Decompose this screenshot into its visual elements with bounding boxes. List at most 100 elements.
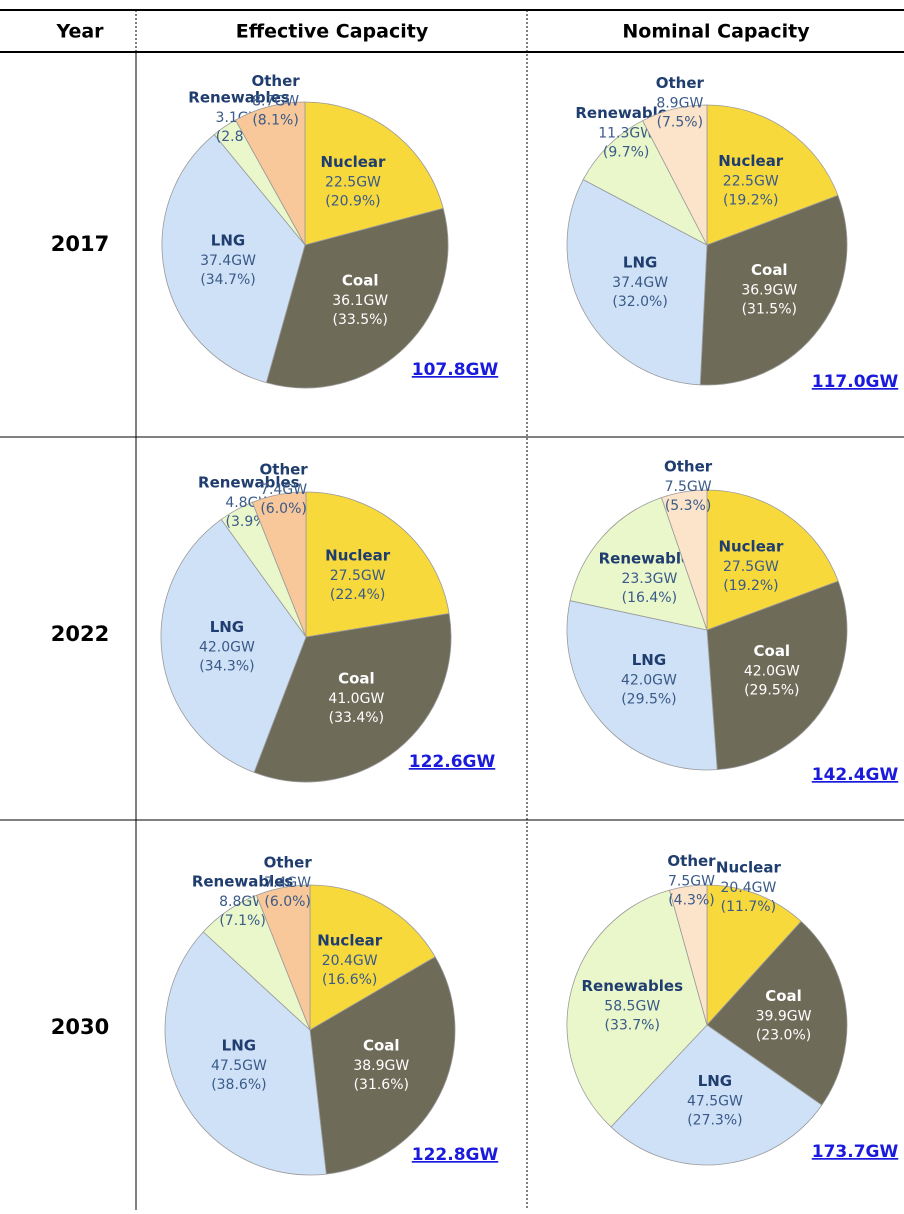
- pie-slice: [309, 956, 456, 1175]
- slice-percent-label: (19.2%): [723, 193, 778, 209]
- slice-percent-label: (33.4%): [329, 710, 384, 726]
- slice-value-label: 38.9GW: [353, 1058, 409, 1074]
- slice-value-label: 7.5GW: [665, 479, 712, 495]
- slice-name: Renewables: [599, 549, 701, 567]
- slice-value-label: 7.5GW: [668, 873, 715, 889]
- slice-name: Coal: [765, 987, 802, 1005]
- pie-slice: [305, 491, 450, 638]
- slice-value-label: 47.5GW: [211, 1058, 267, 1074]
- total-label: 122.8GW: [412, 1145, 499, 1165]
- slice-percent-label: (31.5%): [742, 301, 797, 317]
- total-label: 142.4GW: [812, 765, 899, 785]
- slice-name: Coal: [363, 1036, 400, 1054]
- pie-slice: [304, 101, 444, 246]
- slice-value-label: 47.5GW: [687, 1094, 743, 1110]
- slice-name: Nuclear: [718, 537, 784, 555]
- slice-name: LNG: [632, 651, 666, 669]
- slice-name: Nuclear: [718, 152, 784, 170]
- slice-value-label: 8.8GW: [219, 894, 266, 910]
- pie-slice: [265, 207, 449, 389]
- slice-percent-label: (6.0%): [260, 501, 307, 517]
- pie-slice: [706, 489, 839, 631]
- slice-percent-label: (5.3%): [665, 498, 712, 514]
- slice-percent-label: (32.0%): [612, 294, 667, 310]
- pie-slice: [660, 489, 708, 631]
- slice-value-label: 37.4GW: [612, 275, 668, 291]
- total-label: 107.8GW: [412, 360, 499, 380]
- slice-percent-label: (23.0%): [756, 1027, 811, 1043]
- slice-percent-label: (27.3%): [687, 1113, 742, 1129]
- slice-percent-label: (9.7%): [603, 144, 650, 160]
- slice-value-label: 20.4GW: [322, 953, 378, 969]
- slice-name: Nuclear: [320, 153, 386, 171]
- total-label: 173.7GW: [812, 1142, 899, 1162]
- slice-name: Renewables: [581, 977, 683, 995]
- slice-name: Nuclear: [716, 858, 782, 876]
- pie-slice: [309, 884, 436, 1031]
- slice-percent-label: (29.5%): [621, 692, 676, 708]
- slice-name: Coal: [751, 261, 788, 279]
- slice-value-label: 23.3GW: [621, 571, 677, 587]
- pie-slice: [706, 104, 839, 246]
- header-year: Year: [55, 21, 104, 43]
- pie-slice: [566, 889, 708, 1128]
- pie-slice: [610, 1024, 823, 1166]
- slice-percent-label: (11.7%): [721, 899, 776, 915]
- pie-slice: [253, 613, 452, 783]
- pie-slice: [642, 104, 708, 246]
- slice-name: Renewables: [192, 873, 294, 891]
- slice-percent-label: (20.9%): [325, 194, 380, 210]
- slice-value-label: 58.5GW: [604, 999, 660, 1015]
- slice-value-label: 42.0GW: [744, 664, 800, 680]
- slice-percent-label: (33.7%): [605, 1018, 660, 1034]
- pie-slice: [706, 580, 848, 771]
- slice-name: Coal: [338, 669, 375, 687]
- slice-name: Nuclear: [325, 547, 391, 565]
- slice-name: Other: [264, 854, 313, 872]
- slice-value-label: 8.9GW: [656, 95, 703, 111]
- slice-percent-label: (8.1%): [252, 112, 299, 128]
- slice-name: Other: [260, 461, 309, 479]
- slice-percent-label: (7.5%): [657, 114, 704, 130]
- slice-value-label: 8.7GW: [252, 93, 299, 109]
- year-label: 2022: [51, 622, 109, 646]
- slice-name: LNG: [623, 254, 657, 272]
- slice-percent-label: (33.5%): [333, 312, 388, 328]
- slice-name: Coal: [754, 642, 791, 660]
- header-nominal: Nominal Capacity: [622, 21, 810, 43]
- pie-slice: [582, 120, 708, 246]
- slice-value-label: 7.4GW: [260, 482, 307, 498]
- year-label: 2017: [51, 232, 109, 256]
- slice-percent-label: (7.1%): [219, 913, 266, 929]
- slice-value-label: 20.4GW: [720, 880, 776, 896]
- slice-value-label: 11.3GW: [598, 125, 654, 141]
- slice-percent-label: (34.7%): [200, 272, 255, 288]
- slice-value-label: 7.4GW: [264, 875, 311, 891]
- pie-slice: [255, 884, 311, 1031]
- pie-slice: [706, 920, 848, 1106]
- slice-value-label: 36.1GW: [332, 293, 388, 309]
- slice-value-label: 39.9GW: [756, 1008, 812, 1024]
- slice-percent-label: (16.6%): [322, 972, 377, 988]
- slice-value-label: 27.5GW: [723, 559, 779, 575]
- slice-percent-label: (6.0%): [264, 894, 311, 910]
- slice-name: Other: [252, 72, 301, 90]
- slice-percent-label: (38.6%): [211, 1077, 266, 1093]
- slice-name: LNG: [222, 1037, 256, 1055]
- slice-percent-label: (31.6%): [354, 1077, 409, 1093]
- slice-value-label: 22.5GW: [723, 174, 779, 190]
- slice-name: Coal: [342, 272, 379, 290]
- total-label: 122.6GW: [409, 752, 496, 772]
- slice-name: Other: [667, 852, 716, 870]
- slice-percent-label: (19.2%): [723, 578, 778, 594]
- pie-slice: [235, 101, 306, 247]
- pie-slice: [161, 133, 306, 384]
- slice-value-label: 36.9GW: [741, 282, 797, 298]
- slice-value-label: 27.5GW: [330, 568, 386, 584]
- pie-slice: [566, 179, 708, 386]
- slice-value-label: 41.0GW: [328, 691, 384, 707]
- slice-value-label: 22.5GW: [325, 175, 381, 191]
- pie-slice: [566, 600, 718, 771]
- year-label: 2030: [51, 1015, 109, 1039]
